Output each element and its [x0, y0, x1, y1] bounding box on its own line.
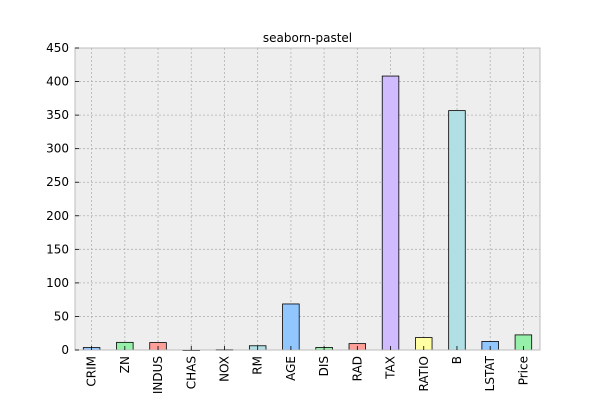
chart-title: seaborn-pastel: [263, 31, 352, 45]
x-tick-label: B: [450, 356, 464, 364]
x-tick-label: Price: [516, 356, 530, 385]
x-tick-label: INDUS: [151, 356, 165, 394]
y-tick-label: 0: [61, 343, 69, 357]
y-tick-label: 200: [46, 209, 69, 223]
y-tick-label: 250: [46, 175, 69, 189]
bar-tax: [381, 75, 400, 351]
plot-frame: [74, 47, 541, 351]
plot-background: [75, 48, 540, 350]
x-tick-label: TAX: [384, 356, 398, 380]
bar-b: [448, 110, 466, 351]
grid-lines: [75, 48, 540, 350]
y-tick-label: 50: [54, 309, 69, 323]
y-tick-label: 300: [46, 142, 69, 156]
x-tick-label: AGE: [284, 356, 298, 381]
y-tick-label: 400: [46, 75, 69, 89]
x-tick-label: RATIO: [417, 356, 431, 391]
x-tick-label: DIS: [317, 356, 331, 376]
bar-age: [282, 303, 300, 351]
x-tick-label: CHAS: [184, 356, 198, 389]
x-tick-label: RM: [251, 356, 265, 375]
y-axis: 0 50 100 150 200 250 300 350 400 450: [46, 41, 79, 357]
x-tick-label: NOX: [217, 356, 231, 382]
x-tick-label: ZN: [118, 356, 132, 373]
y-tick-label: 450: [46, 41, 69, 55]
x-tick-label: CRIM: [85, 356, 99, 387]
y-tick-label: 350: [46, 108, 69, 122]
x-axis: CRIM ZN INDUS CHAS NOX RM AGE DIS RAD TAX RATIO B LS…: [85, 346, 530, 394]
x-tick-label: LSTAT: [483, 355, 497, 391]
x-tick-label: RAD: [350, 356, 364, 381]
y-tick-label: 100: [46, 276, 69, 290]
y-tick-label: 150: [46, 242, 69, 256]
